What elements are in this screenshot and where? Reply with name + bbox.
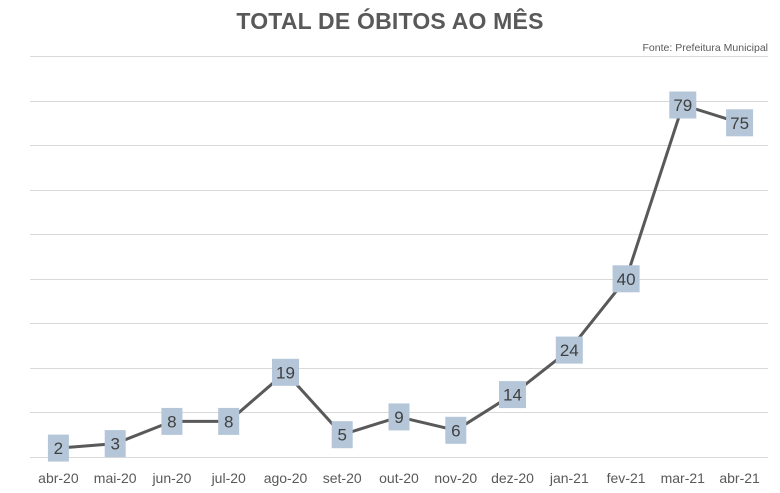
data-point: 9 [388, 403, 410, 431]
data-label: 3 [110, 435, 119, 454]
data-label: 9 [394, 408, 403, 427]
data-point: 8 [161, 407, 183, 435]
x-tick-label: abr-20 [38, 470, 79, 486]
data-point: 79 [669, 91, 697, 119]
data-label-box [47, 434, 69, 462]
data-label-box [499, 381, 526, 409]
data-label: 8 [167, 412, 176, 431]
data-labels: 2 3 8 8 19 5 9 6 14 24 40 79 75 [47, 91, 754, 462]
x-tick-label: abr-21 [719, 470, 760, 486]
data-label-box [669, 91, 697, 119]
data-point: 2 [47, 434, 69, 462]
data-label: 75 [730, 114, 749, 133]
x-tick-label: jul-20 [211, 470, 246, 486]
data-point: 5 [331, 421, 353, 449]
data-label-box [555, 336, 583, 364]
data-label: 24 [560, 341, 579, 360]
x-axis: abr-20 mai-20 jun-20 jul-20 ago-20 set-20 out-… [38, 470, 760, 486]
x-tick-label: fev-21 [607, 470, 646, 486]
data-label: 19 [276, 363, 295, 382]
gridlines [30, 56, 768, 458]
chart-source-note: Fonte: Prefeitura Municipal [642, 42, 768, 54]
data-point: 24 [555, 336, 583, 364]
data-label-box [331, 421, 353, 449]
data-label-box [445, 416, 467, 444]
x-tick-label: nov-20 [434, 470, 477, 486]
data-label: 79 [673, 96, 692, 115]
data-label: 5 [337, 426, 346, 445]
data-label-box [612, 265, 640, 293]
data-label: 8 [224, 412, 233, 431]
data-point: 8 [218, 407, 240, 435]
data-label: 40 [617, 270, 636, 289]
data-point: 75 [726, 109, 754, 137]
x-tick-label: jun-20 [151, 470, 191, 486]
data-label-box [218, 407, 240, 435]
x-tick-label: mar-21 [661, 470, 706, 486]
data-label-box [272, 358, 299, 386]
data-point: 19 [272, 358, 299, 386]
data-point: 6 [445, 416, 467, 444]
data-label-box [161, 407, 183, 435]
x-tick-label: mai-20 [94, 470, 137, 486]
data-point: 40 [612, 265, 640, 293]
x-tick-label: out-20 [379, 470, 419, 486]
chart-title: TOTAL DE ÓBITOS AO MÊS [236, 8, 544, 34]
data-label: 14 [503, 386, 522, 405]
data-point: 14 [499, 381, 526, 409]
x-tick-label: jan-21 [549, 470, 589, 486]
x-tick-label: set-20 [323, 470, 362, 486]
data-point: 3 [104, 430, 126, 458]
data-label-box [388, 403, 410, 431]
data-label-box [726, 109, 754, 137]
data-label-box [104, 430, 126, 458]
x-tick-label: dez-20 [491, 470, 534, 486]
data-label: 6 [451, 421, 460, 440]
data-label: 2 [54, 439, 63, 458]
x-tick-label: ago-20 [264, 470, 308, 486]
